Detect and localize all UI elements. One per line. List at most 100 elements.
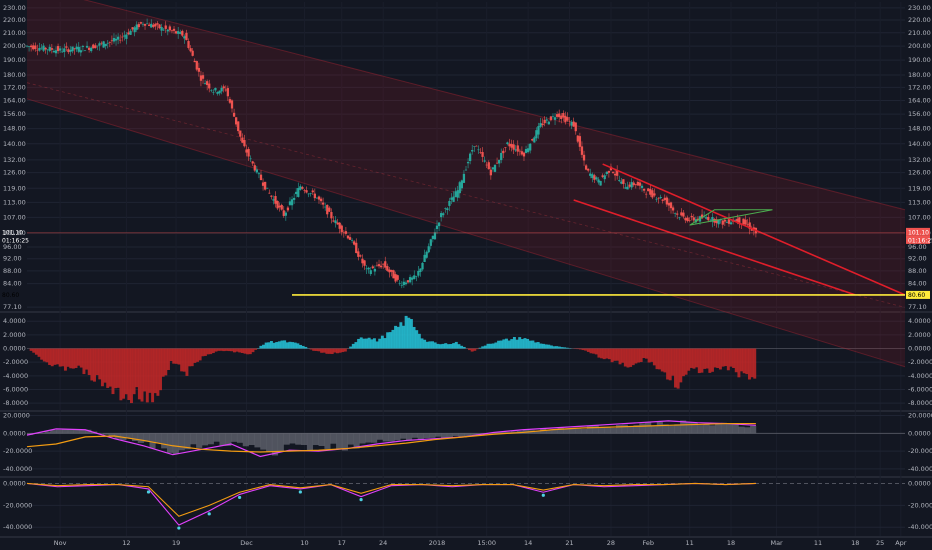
ind2-hist-bar [505,432,512,434]
ind1-bar [536,342,540,349]
candle-body [562,113,565,118]
ind2-hist-bar [697,425,704,434]
ind1-bar [703,348,707,369]
ind1-bar [367,337,371,349]
ind1-bar [684,348,688,375]
ind1-bar [333,348,337,353]
ind2-hist-bar [615,425,623,434]
candle-body [529,143,532,151]
ind1-bar [505,338,508,349]
candle-body [226,88,230,97]
price-tick-label-left: 156.00 [3,110,26,118]
ind2-hist-bar [627,426,634,434]
ind1-tick-label-left: -6.0000 [3,386,28,394]
candle-body [311,190,314,193]
ind1-bar [520,339,524,349]
candle-body [433,232,437,240]
ind2-hist-bar [633,425,640,434]
ind1-bar [77,348,81,366]
ind1-bar [750,348,754,378]
candle-body [427,246,430,253]
candle-body [742,218,745,225]
price-tick-label-right: 220.00 [908,16,931,24]
candle-body [257,173,261,175]
price-tick-label-right: 113.00 [908,198,931,206]
ind2-hist-bar [219,433,226,446]
ind2-hist-bar [67,429,74,434]
candle-body [30,45,33,48]
candle-body [239,130,242,137]
ind1-bar [309,348,313,350]
candle-body [48,46,51,51]
candle-body [634,184,637,185]
ind2-series-line-1 [26,420,756,458]
ind1-bar [753,348,757,379]
price-tick-label-right: 230.00 [908,4,931,12]
ind1-bar [275,342,279,349]
candle-body [576,135,579,142]
ind2-hist-bar [283,433,290,445]
trendline-2[interactable] [573,199,856,296]
candle-body [127,32,130,35]
candle-body [154,23,157,27]
ind1-bar [193,348,197,363]
ind2-hist-bar [242,433,249,447]
ind1-bar [243,348,247,354]
ind2-hist-bar [569,428,576,434]
ind1-bar [618,348,622,365]
ind2-hist-bar [166,433,174,453]
trendline-1[interactable] [602,163,906,296]
candle-body [276,201,279,209]
candle-body [622,179,625,185]
ind1-bar [129,348,133,404]
ind2-hist-bar [50,430,57,434]
ind2-hist-bar [458,433,465,438]
ind1-bar [132,348,136,395]
ind1-bar [219,348,223,351]
ind2-hist-bar [108,433,115,437]
candle-body [444,208,447,209]
candle-body [520,151,524,155]
ind2-hist-bar [557,427,564,434]
candle-body [315,197,319,199]
ind2-hist-bar [551,429,558,434]
candle-body [272,199,275,201]
ind2-hist-bar [149,433,156,449]
ind2-hist-bar [598,427,605,434]
ind2-hist-bar [254,433,261,448]
candle-body [647,188,650,192]
ind1-bar [320,348,324,353]
ind1-bar [502,339,506,349]
candle-body [212,91,215,93]
ind1-bar [518,337,522,349]
time-tick-label: 25 [876,539,884,547]
ind3-tick-label-left: 0.0000 [3,479,26,487]
ind2-hist-bar [406,433,413,441]
triangle-pattern[interactable] [689,209,773,226]
candle-body [655,198,658,200]
ind3-signal-marker [359,498,363,502]
ind1-bar [269,341,273,349]
ind1-bar [330,348,334,355]
ind1-bar [528,340,532,349]
ind1-bar [576,348,580,350]
ind1-bar [446,344,450,349]
ind1-bar [510,339,514,349]
ind1-bar [468,348,471,351]
candle-body [613,173,617,176]
ind1-bar [196,348,199,362]
ind1-tick-label-left: 0.0000 [3,345,26,353]
ind1-bar [555,346,559,349]
candle-body [518,150,521,152]
ind2-hist-bar [266,433,273,452]
candle-body [299,186,302,190]
ind1-bar [267,342,271,349]
ind1-tick-label-right: -2.0000 [908,358,932,366]
ind2-tick-label-right: -20.0000 [908,447,932,455]
candle-body [168,26,172,31]
ind2-hist-bar [709,425,716,434]
candle-body [90,47,93,52]
candle-body [177,31,180,34]
